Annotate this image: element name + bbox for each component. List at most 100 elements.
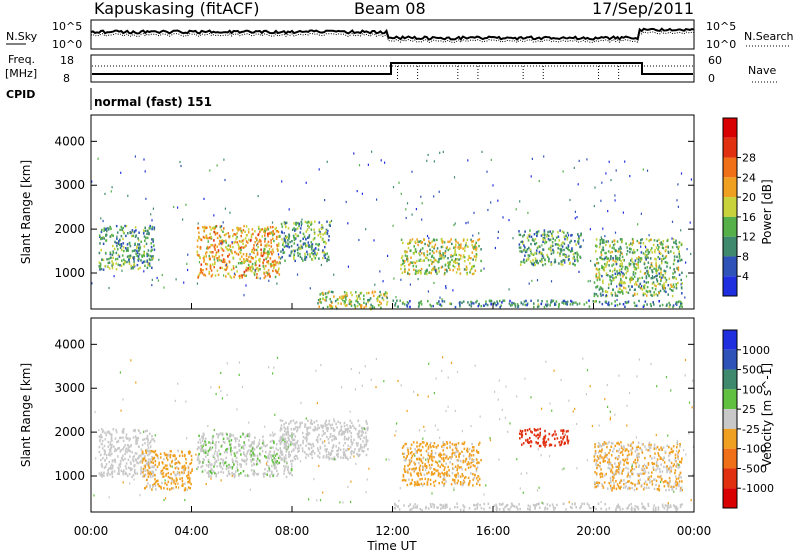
data-cell bbox=[198, 254, 200, 256]
data-cell bbox=[459, 302, 461, 304]
data-cell bbox=[181, 450, 183, 452]
data-cell bbox=[142, 452, 144, 454]
data-cell bbox=[264, 468, 266, 470]
data-cell bbox=[151, 488, 153, 490]
data-cell bbox=[271, 471, 273, 473]
data-cell bbox=[523, 442, 525, 444]
data-cell bbox=[613, 263, 615, 265]
data-cell bbox=[511, 304, 513, 306]
data-cell bbox=[456, 271, 458, 273]
data-cell bbox=[627, 462, 629, 464]
data-cell bbox=[634, 276, 636, 278]
noise-cell bbox=[249, 253, 250, 255]
data-cell bbox=[618, 272, 620, 274]
data-cell bbox=[313, 429, 315, 431]
data-cell bbox=[447, 458, 449, 460]
data-cell bbox=[469, 262, 471, 264]
data-cell bbox=[311, 248, 313, 250]
noise-cell bbox=[531, 280, 532, 282]
data-cell bbox=[423, 239, 425, 241]
data-cell bbox=[149, 227, 151, 229]
data-cell bbox=[431, 456, 433, 458]
data-cell bbox=[212, 455, 214, 457]
nave-label: Nave bbox=[748, 64, 776, 77]
data-cell bbox=[244, 444, 246, 446]
data-cell bbox=[270, 450, 272, 452]
data-cell bbox=[660, 267, 662, 269]
data-cell bbox=[655, 285, 657, 287]
data-cell bbox=[499, 300, 501, 302]
data-cell bbox=[234, 452, 236, 454]
data-cell bbox=[412, 238, 414, 240]
data-cell bbox=[614, 305, 616, 307]
data-cell bbox=[147, 454, 149, 456]
data-cell bbox=[424, 465, 426, 467]
data-cell bbox=[115, 437, 117, 439]
data-cell bbox=[334, 437, 336, 439]
data-cell bbox=[417, 458, 419, 460]
noise-cell bbox=[441, 298, 442, 300]
data-cell bbox=[654, 457, 656, 459]
noise-cell bbox=[410, 284, 411, 286]
data-cell bbox=[548, 438, 550, 440]
data-cell bbox=[678, 266, 680, 268]
data-cell bbox=[528, 247, 530, 249]
data-cell bbox=[530, 249, 532, 251]
data-cell bbox=[116, 252, 118, 254]
data-cell bbox=[357, 454, 359, 456]
noise-cell bbox=[533, 264, 534, 266]
noise-cell bbox=[671, 237, 672, 239]
data-cell bbox=[289, 254, 291, 256]
data-cell bbox=[217, 270, 219, 272]
data-cell bbox=[387, 301, 389, 303]
data-cell bbox=[464, 250, 466, 252]
data-cell bbox=[351, 453, 353, 455]
data-cell bbox=[119, 264, 121, 266]
data-cell bbox=[420, 465, 422, 467]
data-cell bbox=[211, 251, 213, 253]
data-cell bbox=[673, 268, 675, 270]
data-cell bbox=[222, 261, 224, 263]
noise-cell bbox=[544, 242, 545, 244]
data-cell bbox=[544, 306, 546, 308]
data-cell bbox=[135, 442, 137, 444]
data-cell bbox=[459, 452, 461, 454]
data-cell bbox=[238, 245, 240, 247]
data-cell bbox=[358, 295, 360, 297]
noise-cell bbox=[405, 208, 406, 210]
data-cell bbox=[594, 293, 596, 295]
noise-cell bbox=[203, 198, 204, 200]
noise-cell bbox=[677, 183, 678, 185]
data-cell bbox=[476, 256, 478, 258]
colorbar-tick-label: 28 bbox=[742, 152, 756, 165]
data-cell bbox=[475, 270, 477, 272]
data-cell bbox=[281, 451, 283, 453]
data-cell bbox=[224, 259, 226, 261]
data-cell bbox=[627, 475, 629, 477]
data-cell bbox=[220, 458, 222, 460]
data-cell bbox=[604, 263, 606, 265]
data-cell bbox=[674, 259, 676, 261]
data-cell bbox=[401, 257, 403, 259]
data-cell bbox=[441, 445, 443, 447]
data-cell bbox=[127, 243, 129, 245]
data-cell bbox=[203, 256, 205, 258]
data-cell bbox=[554, 444, 556, 446]
data-cell bbox=[304, 236, 306, 238]
data-cell bbox=[425, 444, 427, 446]
data-cell bbox=[241, 241, 243, 243]
data-cell bbox=[356, 442, 358, 444]
data-cell bbox=[132, 267, 134, 269]
data-cell bbox=[665, 249, 667, 251]
data-cell bbox=[291, 251, 293, 253]
data-cell bbox=[437, 462, 439, 464]
data-cell bbox=[253, 443, 255, 445]
data-cell bbox=[612, 479, 614, 481]
data-cell bbox=[307, 228, 309, 230]
data-cell bbox=[287, 468, 289, 470]
data-cell bbox=[113, 428, 115, 430]
data-cell bbox=[538, 230, 540, 232]
data-cell bbox=[324, 257, 326, 259]
data-cell bbox=[374, 306, 376, 308]
data-cell bbox=[161, 470, 163, 472]
